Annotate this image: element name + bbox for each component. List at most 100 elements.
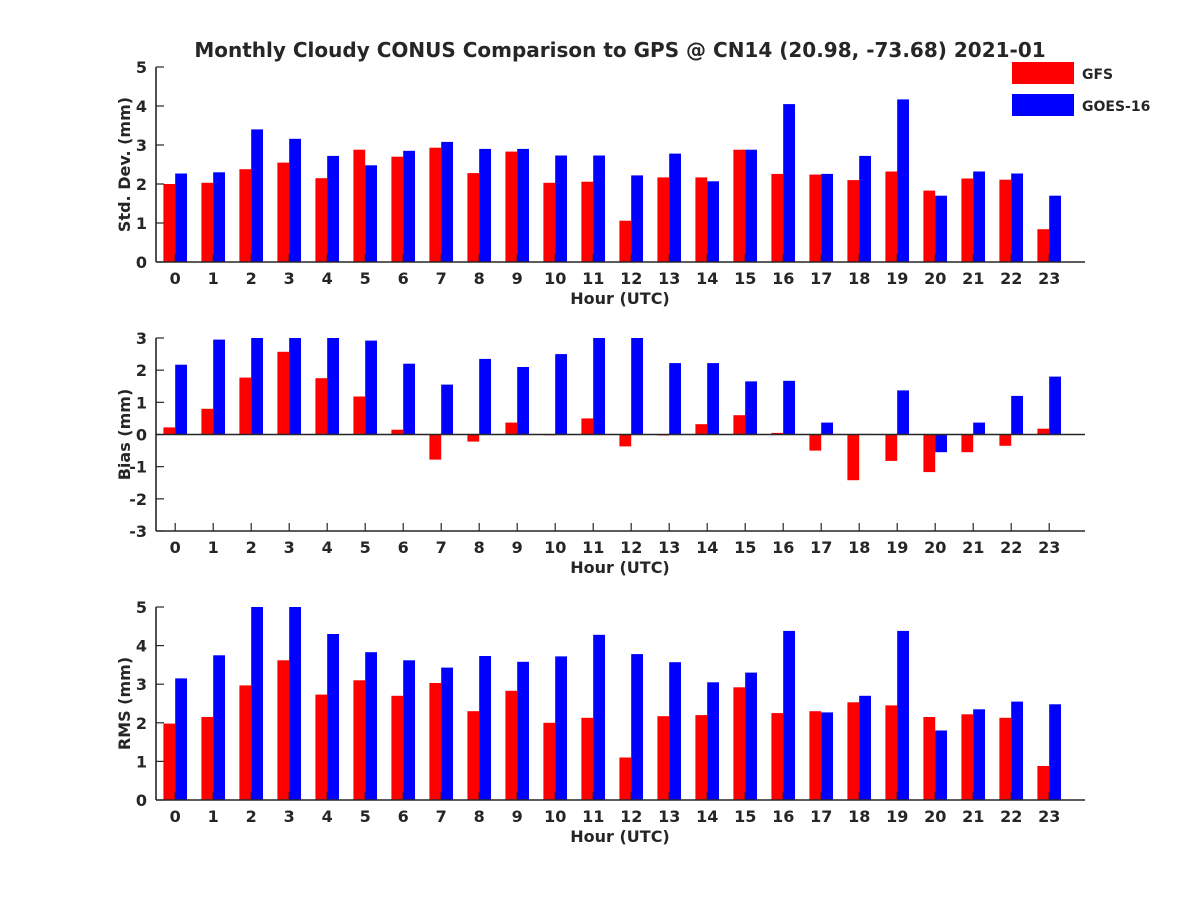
std-dev-xtick-label: 17: [810, 269, 832, 288]
bias-xtick-label: 18: [848, 538, 870, 557]
rms-bar-gfs-23: [1037, 766, 1050, 800]
bias-xlabel: Hour (UTC): [570, 558, 670, 577]
bias-ytick-label: 3: [136, 329, 147, 348]
std-dev-bar-gfs-19: [885, 171, 898, 262]
rms-ytick-label: 2: [136, 714, 147, 733]
bias-bar-goes16-2: [251, 338, 263, 435]
bias-xtick-label: 9: [512, 538, 523, 557]
std-dev-bar-goes16-2: [251, 129, 263, 262]
std-dev-xtick-label: 10: [544, 269, 566, 288]
std-dev-bar-gfs-20: [923, 190, 936, 262]
std-dev-xtick-label: 13: [658, 269, 680, 288]
bias-xtick-label: 16: [772, 538, 794, 557]
rms-bar-goes16-1: [213, 655, 225, 801]
std-dev-bar-goes16-16: [783, 104, 795, 262]
rms-xtick-label: 1: [208, 807, 219, 826]
bias-xtick-label: 20: [924, 538, 946, 557]
std-dev-xtick-label: 4: [322, 269, 333, 288]
rms-bar-goes16-4: [327, 634, 339, 800]
rms-bar-goes16-22: [1011, 701, 1023, 800]
bias-bar-gfs-15: [733, 415, 746, 435]
std-dev-bar-gfs-1: [201, 182, 214, 262]
std-dev-bar-goes16-4: [327, 155, 339, 262]
rms-xtick-label: 22: [1000, 807, 1022, 826]
bias-bar-gfs-21: [961, 434, 974, 453]
bias-bar-gfs-7: [429, 434, 442, 460]
std-dev-bar-goes16-7: [441, 141, 453, 262]
bias-bar-gfs-14: [695, 424, 708, 435]
bias-xtick-label: 1: [208, 538, 219, 557]
std-dev-xtick-label: 11: [582, 269, 604, 288]
std-dev-xtick-label: 23: [1038, 269, 1060, 288]
bias-bar-goes16-0: [175, 364, 187, 435]
std-dev-xtick-label: 12: [620, 269, 642, 288]
rms-bar-goes16-17: [821, 712, 833, 800]
rms-xtick-label: 0: [170, 807, 181, 826]
std-dev-bar-goes16-10: [555, 155, 567, 262]
rms-bar-gfs-7: [429, 683, 442, 800]
bias-bar-goes16-19: [897, 390, 909, 435]
rms-bar-gfs-2: [239, 685, 252, 800]
std-dev-bar-gfs-11: [581, 181, 594, 262]
rms-xtick-label: 11: [582, 807, 604, 826]
bias-bar-gfs-22: [999, 434, 1012, 446]
std-dev-bar-goes16-1: [213, 172, 225, 262]
bias-xtick-label: 11: [582, 538, 604, 557]
std-dev-xtick-label: 15: [734, 269, 756, 288]
rms-bar-gfs-1: [201, 717, 214, 800]
rms-xtick-label: 20: [924, 807, 946, 826]
bias-xtick-label: 7: [436, 538, 447, 557]
std-dev-bar-goes16-18: [859, 155, 871, 262]
rms-bar-gfs-15: [733, 687, 746, 800]
std-dev-bar-gfs-16: [771, 173, 784, 262]
bias-bar-goes16-14: [707, 363, 719, 435]
std-dev-bar-gfs-17: [809, 174, 822, 262]
std-dev-bar-goes16-19: [897, 99, 909, 263]
rms-xtick-label: 10: [544, 807, 566, 826]
std-dev-xtick-label: 21: [962, 269, 984, 288]
std-dev-bar-goes16-13: [669, 153, 681, 262]
bias-bar-gfs-18: [847, 434, 860, 481]
rms-bar-gfs-10: [543, 722, 556, 800]
bias-ytick-label: 0: [136, 426, 147, 445]
bias-bar-gfs-9: [505, 422, 518, 435]
std-dev-bar-goes16-15: [745, 149, 757, 262]
rms-ytick-label: 3: [136, 675, 147, 694]
std-dev-bar-gfs-18: [847, 180, 860, 262]
bias-ytick-label: -2: [129, 490, 147, 509]
rms-bar-goes16-8: [479, 656, 491, 800]
std-dev-xtick-label: 8: [474, 269, 485, 288]
std-dev-bar-gfs-7: [429, 147, 442, 262]
rms-xtick-label: 5: [360, 807, 371, 826]
rms-bar-goes16-3: [289, 607, 301, 800]
std-dev-bar-gfs-8: [467, 173, 480, 262]
std-dev-xtick-label: 16: [772, 269, 794, 288]
bias-xtick-label: 4: [322, 538, 333, 557]
bias-bar-gfs-19: [885, 434, 898, 461]
std-dev-xtick-label: 2: [246, 269, 257, 288]
bias-bar-gfs-1: [201, 408, 214, 435]
std-dev-bar-goes16-0: [175, 173, 187, 262]
rms-bar-gfs-9: [505, 690, 518, 800]
rms-bar-goes16-11: [593, 634, 605, 800]
bias-bar-goes16-1: [213, 339, 225, 435]
std-dev-bar-goes16-14: [707, 181, 719, 262]
rms-ytick-label: 5: [136, 598, 147, 617]
bias-bar-gfs-20: [923, 434, 936, 473]
bias-xtick-label: 21: [962, 538, 984, 557]
bias-bar-gfs-4: [315, 378, 328, 435]
bias-xtick-label: 6: [398, 538, 409, 557]
rms-bar-goes16-19: [897, 630, 909, 800]
rms-bar-goes16-5: [365, 652, 377, 800]
std-dev-xtick-label: 3: [284, 269, 295, 288]
rms-bar-goes16-7: [441, 667, 453, 800]
rms-xtick-label: 8: [474, 807, 485, 826]
std-dev-bar-goes16-5: [365, 165, 377, 262]
bias-bar-goes16-9: [517, 367, 529, 435]
bias-bar-goes16-21: [973, 422, 985, 435]
bias-bar-goes16-4: [327, 338, 339, 435]
rms-bar-gfs-3: [277, 660, 290, 800]
bias-bar-gfs-11: [581, 418, 594, 435]
std-dev-xtick-label: 18: [848, 269, 870, 288]
